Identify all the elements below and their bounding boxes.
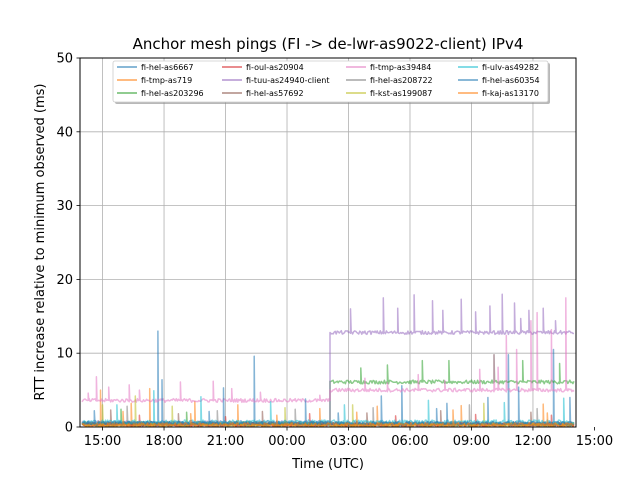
y-tick-label: 0 — [65, 421, 73, 436]
legend-entry: fi-ulv-as49282 — [482, 63, 539, 72]
legend-entry: fi-hel-as203296 — [141, 89, 204, 98]
legend-entry: fi-hel-as60354 — [482, 76, 540, 85]
legend-entry: fi-tuu-as24940-client — [246, 76, 329, 85]
series-line-fi-tmp-as39484 — [81, 297, 575, 404]
x-tick-label: 15:00 — [84, 434, 121, 449]
x-tick-label: 21:00 — [207, 434, 244, 449]
legend-entry: fi-kaj-as13170 — [482, 89, 539, 98]
legend-entry: fi-hel-as6667 — [141, 63, 193, 72]
legend-entry: fi-oul-as20904 — [246, 63, 304, 72]
y-tick-label: 50 — [56, 52, 73, 67]
x-axis-ticks: 15:00 18:00 21:00 00:00 03:00 06:00 09:00 12:00… — [84, 427, 613, 449]
legend-entry: fi-kst-as199087 — [370, 89, 432, 98]
legend: fi-hel-as6667 fi-tmp-as719 fi-hel-as203296… — [112, 60, 550, 104]
series-lines — [81, 293, 575, 428]
legend-entry: fi-hel-as208722 — [370, 76, 433, 85]
legend-entry: fi-hel-as57692 — [246, 89, 304, 98]
chart-title: Anchor mesh pings (FI -> de-lwr-as9022-c… — [133, 35, 524, 53]
legend-entry: fi-tmp-as39484 — [370, 63, 431, 72]
y-tick-label: 30 — [56, 199, 73, 214]
series-line-fi-kaj-as13170 — [81, 409, 575, 428]
legend-box — [112, 60, 549, 103]
y-tick-label: 40 — [56, 125, 73, 140]
y-axis-ticks: 0 10 20 30 40 50 — [56, 52, 80, 436]
x-tick-label: 18:00 — [145, 434, 182, 449]
x-tick-label: 15:00 — [576, 434, 613, 449]
y-axis-label: RTT increase relative to minimum observe… — [33, 84, 48, 401]
x-tick-label: 12:00 — [514, 434, 551, 449]
grid-lines — [80, 57, 576, 428]
x-axis-label: Time (UTC) — [291, 457, 364, 472]
legend-entry: fi-tmp-as719 — [141, 76, 192, 85]
x-tick-label: 06:00 — [391, 434, 428, 449]
x-tick-label: 09:00 — [453, 434, 490, 449]
plot-frame — [79, 57, 577, 428]
y-tick-label: 20 — [56, 273, 73, 288]
x-tick-label: 03:00 — [330, 434, 367, 449]
x-tick-label: 00:00 — [268, 434, 305, 449]
y-tick-label: 10 — [56, 347, 73, 362]
